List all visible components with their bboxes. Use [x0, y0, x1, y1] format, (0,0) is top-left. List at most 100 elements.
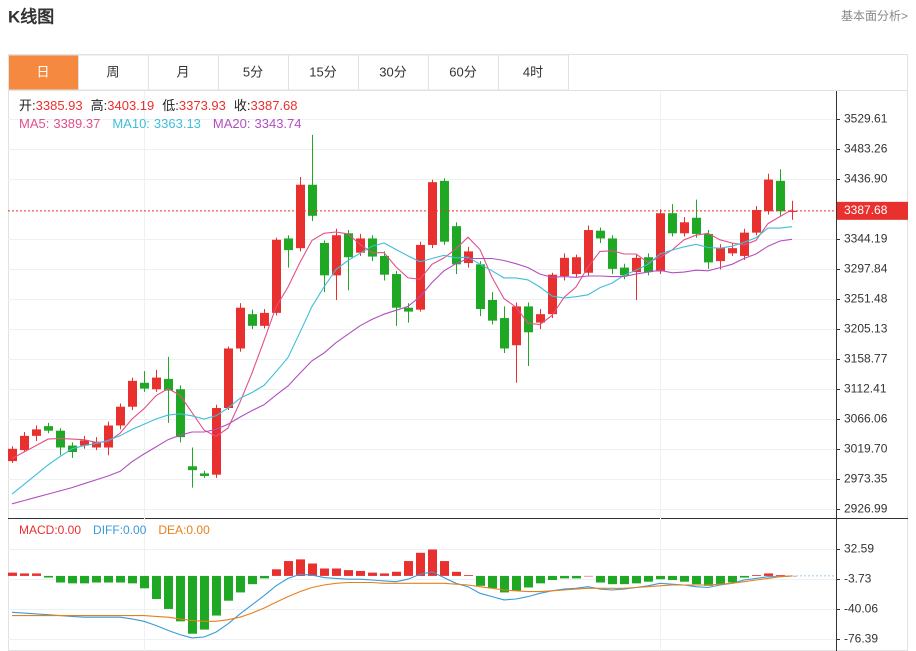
tab[interactable]	[78, 54, 149, 91]
macd-bar	[44, 575, 53, 578]
candle-body	[716, 248, 725, 262]
y-tick-label: 3066.06	[844, 412, 888, 426]
candle-body	[704, 233, 713, 263]
tab[interactable]	[428, 54, 499, 91]
ohlc-value: 3385.93	[36, 98, 83, 113]
macd-legend-name: DIFF:	[93, 523, 123, 537]
y-tick-label: 3483.26	[844, 142, 888, 156]
macd-bar	[704, 575, 713, 586]
candle-body	[152, 377, 161, 390]
macd-legend-value: 0.00	[123, 523, 147, 537]
ma-legend-value: 3389.37	[53, 116, 100, 131]
macd-bar	[440, 561, 449, 576]
candle-body	[116, 406, 125, 426]
ma-legend-value: 3363.13	[154, 116, 201, 131]
macd-bar	[260, 575, 269, 579]
candle-body	[380, 255, 389, 275]
macd-bar	[92, 575, 101, 583]
tab-label[interactable]: 月	[176, 64, 189, 79]
tab[interactable]	[8, 54, 79, 91]
fundamental-link[interactable]: 基本面分析>	[841, 9, 908, 23]
macd-bar	[692, 575, 701, 585]
tab-label[interactable]: 60分	[449, 64, 476, 79]
candle-body	[344, 233, 353, 258]
candle-body	[356, 238, 365, 253]
macd-bar	[452, 571, 461, 576]
candle-body	[632, 257, 641, 273]
y-tick-label: 3205.13	[844, 322, 888, 336]
y-tick-label: 3112.41	[844, 382, 887, 396]
macd-bar	[764, 573, 773, 576]
ma-legend: MA5: 3389.37 MA10: 3363.13 MA20: 3343.74	[19, 116, 302, 131]
y-tick-label: 2973.35	[844, 472, 888, 486]
macd-legend: MACD:0.00 DIFF:0.00 DEA:0.00	[19, 523, 210, 537]
tab-label[interactable]: 15分	[309, 64, 336, 79]
candle-body	[596, 230, 605, 239]
candle-body	[512, 306, 521, 346]
macd-bar	[584, 575, 593, 577]
macd-bar	[536, 575, 545, 584]
candle-body	[200, 473, 209, 476]
macd-bar	[20, 573, 29, 576]
macd-bar	[752, 575, 761, 576]
candle-body	[656, 213, 665, 272]
macd-line	[12, 575, 793, 622]
candle-body	[668, 213, 677, 234]
candle-body	[644, 257, 653, 273]
candle-body	[188, 466, 197, 471]
candle-body	[104, 425, 113, 448]
macd-legend-name: DEA:	[158, 523, 186, 537]
y-tick-label: 3158.77	[844, 352, 888, 366]
macd-bar	[668, 575, 677, 581]
macd-bar	[164, 575, 173, 609]
ma-legend-name: MA20:	[213, 116, 251, 131]
macd-bar	[572, 575, 581, 579]
candle-body	[404, 307, 413, 312]
tab-label[interactable]: 周	[106, 64, 119, 79]
ohlc-label: 开:	[19, 98, 36, 113]
tab-label[interactable]: 4时	[523, 64, 543, 79]
macd-legend-value: 0.00	[58, 523, 82, 537]
candle-body	[332, 235, 341, 276]
macd-bar	[632, 575, 641, 584]
candle-body	[692, 217, 701, 234]
candle-body	[476, 264, 485, 310]
candle-body	[680, 222, 689, 234]
candle-body	[524, 306, 533, 333]
candle-body	[536, 314, 545, 323]
y-tick-label: -3.73	[844, 572, 872, 586]
macd-bar	[476, 575, 485, 586]
ma-legend-value: 3343.74	[255, 116, 302, 131]
candle-body	[32, 429, 41, 436]
ma-line	[11, 226, 793, 495]
macd-bar	[428, 549, 437, 576]
tab-label[interactable]: 日	[36, 64, 49, 79]
macd-bar	[200, 575, 209, 630]
macd-legend-value: 0.00	[186, 523, 210, 537]
tab-label[interactable]: 30分	[379, 64, 406, 79]
macd-bar	[740, 575, 749, 578]
y-tick-label: -40.06	[844, 602, 878, 616]
macd-bar	[728, 575, 737, 583]
candle-body	[248, 314, 257, 326]
tab[interactable]	[498, 54, 569, 91]
y-tick-label: 2926.99	[844, 502, 888, 516]
tab[interactable]	[288, 54, 359, 91]
macd-bar	[404, 561, 413, 576]
macd-bar	[56, 575, 65, 583]
macd-bar	[308, 563, 317, 576]
macd-bar	[560, 575, 569, 579]
candle-body	[500, 318, 509, 349]
macd-bar	[596, 575, 605, 583]
tab[interactable]	[148, 54, 219, 91]
chart-frame	[8, 54, 908, 651]
macd-bar	[776, 575, 785, 576]
ma-legend-name: MA5:	[19, 116, 49, 131]
macd-bar	[680, 575, 689, 582]
tab-label[interactable]: 5分	[243, 64, 263, 79]
macd-bar	[272, 569, 281, 576]
macd-bar	[284, 561, 293, 576]
ma-line	[11, 209, 793, 459]
candle-body	[308, 184, 317, 216]
